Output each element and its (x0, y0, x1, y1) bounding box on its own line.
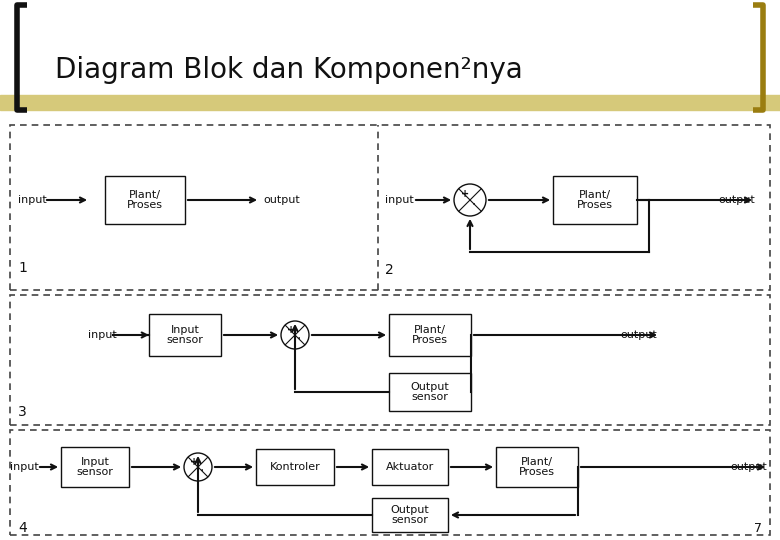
Bar (372, 498, 448, 532)
Text: output: output (620, 330, 657, 340)
Text: Kontroler: Kontroler (270, 462, 321, 472)
Bar (105, 176, 185, 224)
Text: output: output (718, 195, 755, 205)
Text: Diagram Blok dan Komponen²nya: Diagram Blok dan Komponen²nya (55, 56, 523, 84)
Text: Proses: Proses (519, 467, 555, 477)
Text: sensor: sensor (412, 392, 448, 402)
Bar (61, 447, 129, 487)
Text: Plant/: Plant/ (579, 190, 611, 200)
Text: Output: Output (410, 382, 449, 392)
Circle shape (281, 321, 309, 349)
Bar (496, 447, 578, 487)
Text: ·: · (200, 464, 204, 478)
Bar (389, 373, 471, 411)
Text: Input: Input (171, 325, 200, 335)
Text: 3: 3 (18, 405, 27, 419)
Text: Input: Input (80, 457, 109, 467)
Text: output: output (263, 195, 300, 205)
Bar (372, 449, 448, 485)
Bar (553, 176, 637, 224)
Text: +: + (190, 457, 198, 467)
Text: 4: 4 (18, 521, 27, 535)
Text: Proses: Proses (127, 200, 163, 210)
Bar (149, 314, 221, 356)
Bar (10, 125, 770, 290)
Text: ·: · (296, 332, 300, 346)
Text: input: input (10, 462, 39, 472)
Text: Proses: Proses (412, 335, 448, 345)
Bar (10, 430, 770, 535)
Text: Proses: Proses (577, 200, 613, 210)
Text: Aktuator: Aktuator (386, 462, 434, 472)
Text: ·: · (472, 198, 476, 212)
Bar (256, 449, 334, 485)
Text: Plant/: Plant/ (129, 190, 161, 200)
Bar (389, 314, 471, 356)
Text: +: + (461, 190, 470, 199)
Text: output: output (730, 462, 767, 472)
Text: sensor: sensor (167, 335, 204, 345)
Bar (0, 95, 780, 110)
Text: 2: 2 (385, 263, 394, 277)
Text: +: + (287, 325, 295, 335)
Text: Plant/: Plant/ (521, 457, 553, 467)
Text: sensor: sensor (76, 467, 113, 477)
Text: sensor: sensor (392, 515, 428, 525)
Bar (10, 295, 770, 425)
Text: Plant/: Plant/ (414, 325, 446, 335)
Circle shape (454, 184, 486, 216)
Text: input: input (385, 195, 413, 205)
Text: 1: 1 (18, 261, 27, 275)
Text: input: input (88, 330, 117, 340)
Circle shape (184, 453, 212, 481)
Text: Output: Output (391, 505, 429, 515)
Text: 7: 7 (754, 522, 762, 535)
Text: input: input (18, 195, 47, 205)
